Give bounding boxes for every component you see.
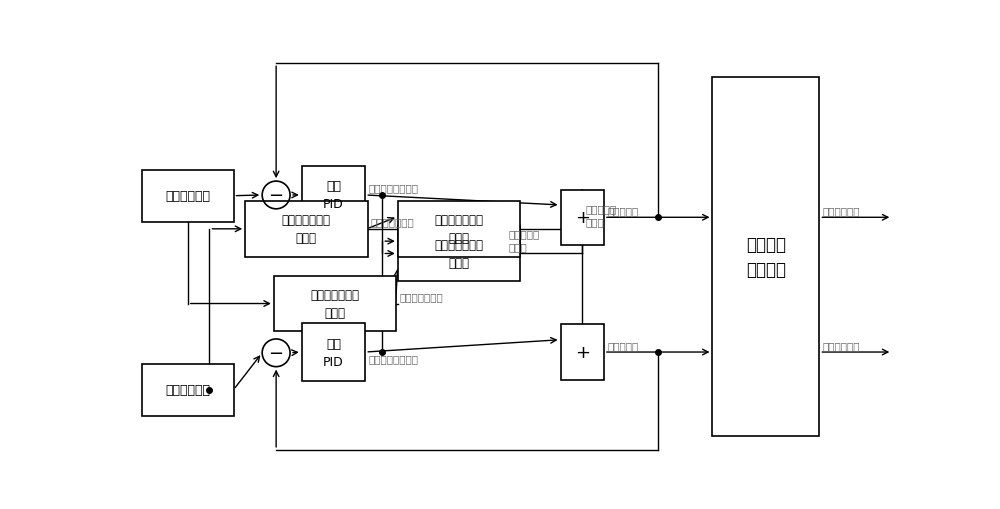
- FancyBboxPatch shape: [142, 170, 234, 222]
- Text: 空气入堆压力: 空气入堆压力: [822, 206, 860, 215]
- FancyBboxPatch shape: [561, 190, 604, 245]
- Text: 节流阀开度
修正值: 节流阀开度 修正值: [585, 204, 617, 227]
- FancyBboxPatch shape: [142, 364, 234, 416]
- Text: 空压机转速调整值: 空压机转速调整值: [368, 353, 418, 363]
- Text: 开度对转速修正
标定表: 开度对转速修正 标定表: [435, 239, 484, 269]
- Text: 流量
PID: 流量 PID: [323, 337, 344, 368]
- FancyBboxPatch shape: [302, 323, 365, 382]
- Text: 节流阀开度调整值: 节流阀开度调整值: [368, 183, 418, 193]
- Text: 目标空气压力: 目标空气压力: [165, 190, 210, 203]
- Text: +: +: [575, 344, 590, 361]
- Text: 转速对开度修正
标定表: 转速对开度修正 标定表: [435, 214, 484, 245]
- Text: −: −: [269, 344, 284, 362]
- Text: 空压机转速: 空压机转速: [607, 340, 638, 350]
- Text: −: −: [269, 187, 284, 205]
- Text: 燃料电池
空气系统: 燃料电池 空气系统: [746, 236, 786, 278]
- Text: 前馈空压机转速
查询表: 前馈空压机转速 查询表: [282, 214, 331, 245]
- Text: 前馈空压机转速: 前馈空压机转速: [371, 217, 414, 227]
- FancyBboxPatch shape: [712, 78, 819, 436]
- Text: +: +: [575, 209, 590, 227]
- Text: 前馈节流阀开度
查询表: 前馈节流阀开度 查询表: [311, 289, 360, 319]
- FancyBboxPatch shape: [561, 325, 604, 380]
- Text: 前馈节流阀开度: 前馈节流阀开度: [399, 292, 443, 302]
- Text: 目标空气流量: 目标空气流量: [165, 383, 210, 397]
- FancyBboxPatch shape: [245, 202, 368, 257]
- FancyBboxPatch shape: [274, 276, 396, 331]
- Text: 节流阀开度: 节流阀开度: [607, 206, 638, 215]
- FancyBboxPatch shape: [302, 166, 365, 225]
- Text: 压力
PID: 压力 PID: [323, 180, 344, 211]
- Text: 空气入堆流量: 空气入堆流量: [822, 340, 860, 350]
- Text: 空压机转速
修正值: 空压机转速 修正值: [509, 229, 540, 251]
- FancyBboxPatch shape: [398, 202, 520, 257]
- FancyBboxPatch shape: [398, 227, 520, 281]
